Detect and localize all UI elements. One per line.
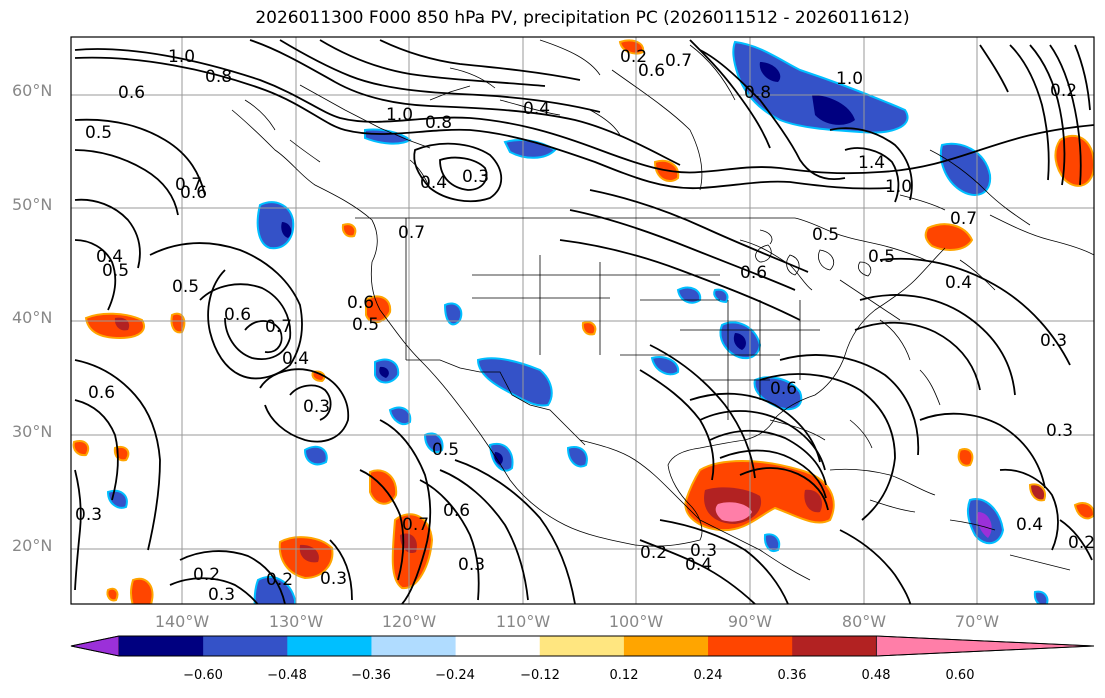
contour-label: 0.7 bbox=[398, 223, 425, 243]
colorbar-segment bbox=[539, 636, 625, 656]
contour-label: 0.5 bbox=[102, 261, 129, 281]
coastlines-and-borders bbox=[231, 39, 1094, 581]
contour-label: 1.0 bbox=[836, 69, 863, 89]
colorbar-segment bbox=[792, 636, 877, 656]
contour-label: 0.7 bbox=[265, 317, 292, 337]
colorbar-extend-high bbox=[875, 635, 1095, 657]
colorbar-segment bbox=[623, 636, 709, 656]
contour-label: 0.4 bbox=[96, 247, 123, 267]
contour-label: 0.3 bbox=[303, 397, 330, 417]
colorbar-segment bbox=[371, 636, 457, 656]
contour-label: 0.5 bbox=[868, 247, 895, 267]
contour-label: 1.0 bbox=[386, 105, 413, 125]
contour-label: 0.2 bbox=[640, 543, 667, 563]
contour-label: 0.3 bbox=[320, 569, 347, 589]
contour-label: 0.2 bbox=[620, 47, 647, 67]
contour-label: 0.5 bbox=[432, 440, 459, 460]
contour-label: 0.6 bbox=[740, 263, 767, 283]
contour-label: 0.7 bbox=[175, 175, 202, 195]
colorbar-tick-label: −0.48 bbox=[267, 668, 307, 683]
contour-label: 0.6 bbox=[224, 305, 251, 325]
colorbar-tick-label: 0.24 bbox=[693, 668, 723, 683]
colorbar-segment bbox=[287, 636, 372, 656]
lon-label-120w: 120°W bbox=[381, 612, 437, 631]
contour-label: 0.5 bbox=[172, 277, 199, 297]
lat-label-60n: 60°N bbox=[12, 81, 53, 100]
contour-label: 1.0 bbox=[168, 47, 195, 67]
lon-label-90w: 90°W bbox=[727, 612, 773, 631]
map-title: 2026011300 F000 850 hPa PV, precipitatio… bbox=[255, 8, 910, 28]
lon-label-140w: 140°W bbox=[154, 612, 210, 631]
colorbar-tick-label: 0.48 bbox=[861, 668, 891, 683]
contour-label: 0.4 bbox=[282, 349, 309, 369]
lon-label-100w: 100°W bbox=[608, 612, 664, 631]
colorbar-outline bbox=[70, 635, 1095, 657]
contour-label: 0.3 bbox=[1040, 331, 1067, 351]
contour-label: 0.6 bbox=[180, 183, 207, 203]
contour-label: 0.6 bbox=[770, 379, 797, 399]
contour-label: 0.4 bbox=[685, 555, 712, 575]
contour-label: 0.6 bbox=[443, 501, 470, 521]
contour-label: 0.6 bbox=[347, 293, 374, 313]
contour-label: 0.3 bbox=[1046, 421, 1073, 441]
colorbar-tick-label: −0.24 bbox=[435, 668, 475, 683]
colorbar-tick-label: −0.36 bbox=[351, 668, 391, 683]
contour-label: 0.8 bbox=[744, 83, 771, 103]
contour-label: 0.2 bbox=[266, 570, 293, 590]
contour-label: 0.2 bbox=[1068, 533, 1095, 553]
contour-label: 0.5 bbox=[85, 123, 112, 143]
lat-label-40n: 40°N bbox=[12, 308, 53, 327]
colorbar-extend-low bbox=[70, 635, 120, 657]
contour-label: 0.4 bbox=[1016, 515, 1043, 535]
pv-contours bbox=[74, 39, 1094, 604]
contour-label: 0.7 bbox=[402, 515, 429, 535]
colorbar-segment bbox=[119, 636, 204, 656]
contour-label: 0.4 bbox=[420, 173, 447, 193]
contour-label: 0.6 bbox=[638, 61, 665, 81]
colorbar-tick-label: 0.12 bbox=[609, 668, 639, 683]
contour-label: 0.3 bbox=[208, 585, 235, 605]
contour-label: 0.3 bbox=[462, 167, 489, 187]
lon-label-110w: 110°W bbox=[495, 612, 551, 631]
colorbar-segment bbox=[455, 636, 541, 656]
contour-label: 1.0 bbox=[885, 177, 912, 197]
colorbar-tick-label: 0.36 bbox=[777, 668, 807, 683]
contour-label: 0.2 bbox=[193, 565, 220, 585]
contour-label: 1.4 bbox=[858, 153, 885, 173]
colorbar-segment bbox=[203, 636, 288, 656]
negative-precip-shading bbox=[106, 40, 1049, 604]
contour-label: 0.8 bbox=[425, 113, 452, 133]
colorbar-tick-label: −0.60 bbox=[183, 668, 223, 683]
lat-label-50n: 50°N bbox=[12, 195, 53, 214]
contour-label: 0.8 bbox=[205, 67, 232, 87]
lon-label-70w: 70°W bbox=[954, 612, 1000, 631]
contour-label: 0.4 bbox=[945, 273, 972, 293]
contour-labels: 1.0 0.8 0.6 0.5 0.7 0.6 0.4 0.5 0.5 0.6 … bbox=[75, 47, 1095, 605]
contour-label: 0.3 bbox=[75, 505, 102, 525]
lon-label-80w: 80°W bbox=[841, 612, 887, 631]
colorbar-tick-label: 0.60 bbox=[945, 668, 975, 683]
contour-label: 0.2 bbox=[1050, 81, 1077, 101]
contour-label: 0.6 bbox=[118, 83, 145, 103]
contour-label: 0.5 bbox=[352, 315, 379, 335]
contour-label: 0.3 bbox=[690, 541, 717, 561]
lon-label-130w: 130°W bbox=[268, 612, 324, 631]
contour-label: 0.4 bbox=[523, 99, 550, 119]
colorbar-tick-label: −0.12 bbox=[520, 668, 560, 683]
map-frame bbox=[70, 36, 1095, 605]
contour-label: 0.5 bbox=[812, 225, 839, 245]
lat-label-30n: 30°N bbox=[12, 422, 53, 441]
contour-label: 0.6 bbox=[88, 383, 115, 403]
contour-label: 0.7 bbox=[665, 51, 692, 71]
map-panel: 1.0 0.8 0.6 0.5 0.7 0.6 0.4 0.5 0.5 0.6 … bbox=[70, 36, 1095, 605]
contour-label: 0.7 bbox=[950, 209, 977, 229]
colorbar bbox=[70, 635, 1095, 657]
lat-label-20n: 20°N bbox=[12, 536, 53, 555]
colorbar-segment bbox=[708, 636, 793, 656]
contour-label: 0.3 bbox=[458, 555, 485, 575]
